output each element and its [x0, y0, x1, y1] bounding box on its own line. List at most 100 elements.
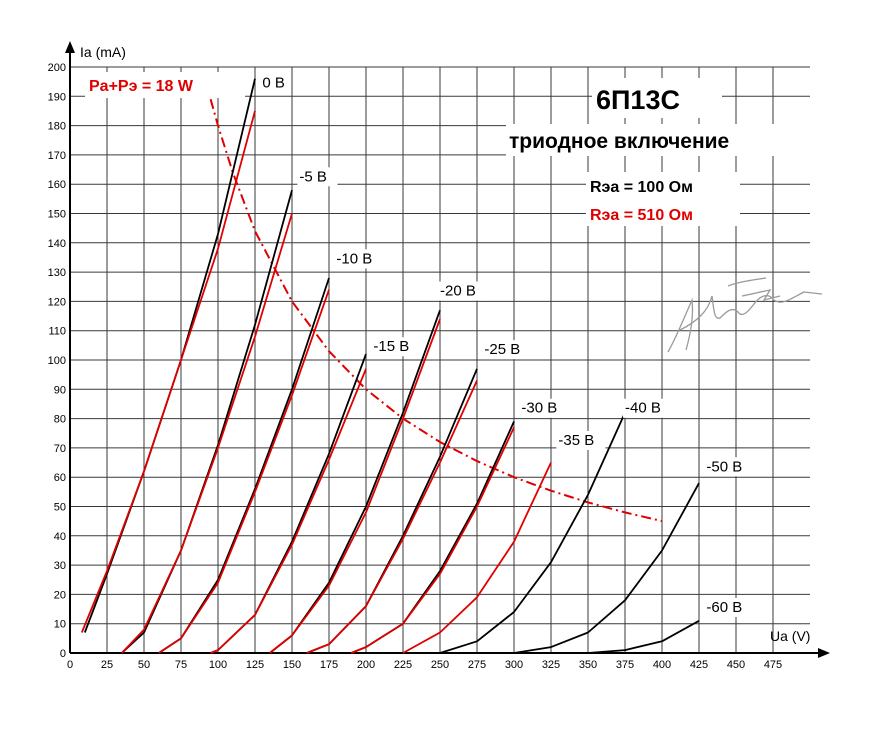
- curve-black-2: [121, 189, 293, 654]
- x-tick-label: 400: [653, 659, 671, 671]
- curve-black-8: [269, 309, 441, 654]
- y-axis-arrow: [65, 41, 75, 53]
- curve-label-bg: [556, 430, 606, 450]
- curve-label: -25 В: [484, 341, 520, 358]
- curve-black-17: [587, 620, 700, 654]
- curve-label-bg: [438, 281, 487, 301]
- y-tick-label: 40: [54, 531, 66, 543]
- y-tick-label: 160: [48, 179, 66, 191]
- x-tick-label: 100: [209, 659, 227, 671]
- x-tick-label: 275: [468, 659, 486, 671]
- y-tick-label: 140: [48, 238, 66, 250]
- curve-black-16: [513, 482, 700, 654]
- legend-black: Rэа = 100 Ом: [590, 179, 693, 196]
- curve-label: -5 В: [299, 168, 327, 185]
- x-tick-label: 425: [690, 659, 708, 671]
- y-tick-label: 10: [54, 619, 66, 631]
- subtitle-bg: [506, 124, 812, 156]
- curve-labels: 0 В -5 В -10 В -15 В -20 В -25 В -30 В-35 В -40…: [260, 73, 754, 617]
- curve-red-3: [121, 213, 293, 654]
- curve-red-5: [158, 289, 330, 654]
- y-tick-label: 190: [48, 91, 66, 103]
- curve-label: -50 В: [706, 458, 742, 475]
- y-tick-label: 70: [54, 443, 66, 455]
- curve-label-bg: [704, 597, 754, 617]
- curve-label-bg: [623, 398, 672, 418]
- x-tick-label: 300: [505, 659, 523, 671]
- curve-red-1: [80, 110, 256, 633]
- y-tick-label: 20: [54, 589, 66, 601]
- curve-label-bg: [297, 167, 338, 187]
- curve-red-11: [306, 380, 478, 654]
- y-tick-label: 0: [60, 648, 66, 660]
- power-label: Pa+Pэ = 18 W: [89, 78, 194, 95]
- x-tick-label: 475: [764, 659, 782, 671]
- power-curve: [209, 98, 663, 523]
- axes: [65, 41, 830, 658]
- curve-red-9: [269, 318, 441, 654]
- curve-label-bg: [334, 249, 384, 269]
- x-tick-label: 25: [101, 659, 113, 671]
- tube-name-bg: [592, 78, 722, 118]
- y-tick-label: 30: [54, 560, 66, 572]
- y-tick-label: 90: [54, 384, 66, 396]
- power-label-bg: [85, 72, 245, 98]
- x-axis-title: Ua (V): [770, 628, 810, 644]
- legend-red: Rэа = 510 Ом: [590, 207, 693, 224]
- curve-label: -10 В: [336, 250, 372, 267]
- x-tick-label: 175: [320, 659, 338, 671]
- y-tick-label: 120: [48, 296, 66, 308]
- x-axis-arrow: [818, 648, 830, 658]
- x-tick-label: 325: [542, 659, 560, 671]
- curve-red-7: [210, 368, 367, 654]
- y-tick-label: 60: [54, 472, 66, 484]
- curve-label: -30 В: [521, 400, 557, 417]
- power-dissipation-curve: [209, 98, 663, 523]
- y-tick-label: 200: [48, 62, 66, 74]
- curve-black-15: [439, 412, 626, 654]
- curve-red-14: [402, 462, 552, 654]
- curve-label: -35 В: [558, 432, 594, 449]
- curve-label-bg: [371, 337, 421, 357]
- legend-bg: [586, 172, 740, 226]
- x-tick-label: 450: [727, 659, 745, 671]
- x-tick-label: 200: [357, 659, 375, 671]
- curve-label-bg: [482, 340, 532, 360]
- y-tick-label: 80: [54, 414, 66, 426]
- curve-label-bg: [260, 73, 292, 93]
- x-tick-label: 75: [175, 659, 187, 671]
- plate-curves: [80, 78, 700, 654]
- tick-labels: 0 10 20 30 40 50 60 70 80 90 100 110 120 130 140 150 160…: [48, 62, 783, 671]
- y-tick-label: 50: [54, 502, 66, 514]
- curve-black-12: [350, 421, 515, 654]
- curve-label: -60 В: [706, 599, 742, 616]
- y-tick-label: 100: [48, 355, 66, 367]
- x-tick-label: 0: [67, 659, 73, 671]
- curve-label: 0 В: [262, 75, 285, 92]
- x-tick-label: 125: [246, 659, 264, 671]
- y-tick-label: 110: [48, 326, 66, 338]
- subtitle: триодное включение: [509, 130, 729, 153]
- curve-black-10: [306, 368, 478, 654]
- curve-label: -15 В: [373, 338, 409, 355]
- curve-label-bg: [704, 457, 754, 477]
- curve-label-bg: [519, 398, 569, 418]
- y-tick-label: 170: [48, 150, 66, 162]
- y-tick-label: 130: [48, 267, 66, 279]
- x-tick-label: 350: [579, 659, 597, 671]
- curve-label: -20 В: [440, 283, 476, 300]
- signature: [667, 277, 823, 353]
- y-tick-label: 150: [48, 209, 66, 221]
- x-tick-label: 150: [283, 659, 301, 671]
- x-tick-label: 250: [431, 659, 449, 671]
- x-tick-label: 375: [616, 659, 634, 671]
- curve-label: -40 В: [625, 400, 661, 417]
- curve-red-13: [350, 427, 515, 654]
- x-tick-label: 50: [138, 659, 150, 671]
- y-axis-title: Ia (mA): [80, 44, 126, 60]
- x-tick-label: 225: [394, 659, 412, 671]
- y-tick-label: 180: [48, 121, 66, 133]
- curve-black-4: [158, 277, 330, 654]
- tube-name: 6П13С: [596, 85, 680, 115]
